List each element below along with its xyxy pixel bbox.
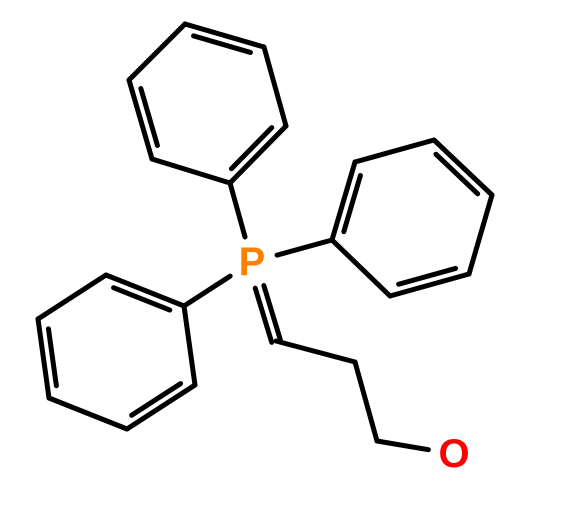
- bond: [332, 240, 390, 296]
- bond: [184, 276, 230, 306]
- bond: [230, 126, 286, 183]
- bond: [38, 275, 106, 319]
- bond: [277, 240, 332, 255]
- atom-label-p: P: [239, 240, 266, 284]
- bond: [276, 341, 355, 362]
- bond: [355, 140, 434, 162]
- bond: [129, 24, 185, 80]
- bond: [152, 159, 230, 183]
- bond: [469, 195, 492, 274]
- bond: [184, 306, 195, 385]
- bond: [355, 362, 377, 441]
- bond: [434, 140, 492, 195]
- molecule-diagram: PO: [0, 0, 567, 508]
- bond: [49, 398, 127, 429]
- bond: [230, 183, 245, 237]
- bond: [48, 329, 56, 386]
- bond: [264, 47, 286, 126]
- bond: [377, 441, 428, 450]
- atom-label-o: O: [438, 432, 469, 476]
- bond: [127, 385, 195, 429]
